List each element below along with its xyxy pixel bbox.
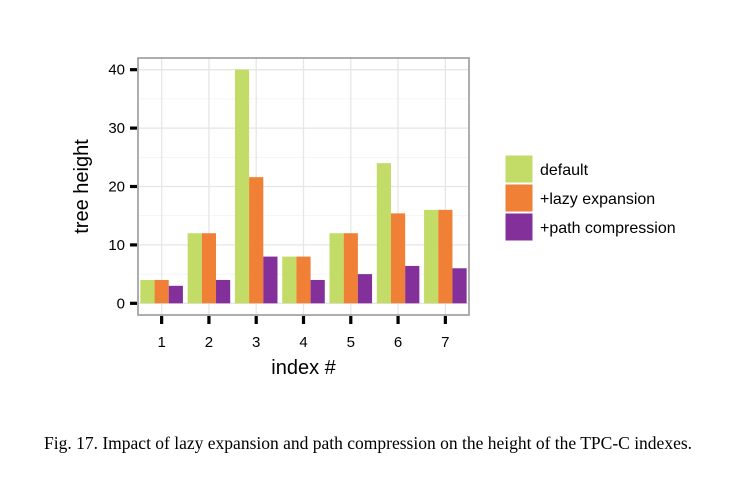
- bar: [187, 233, 202, 304]
- bar: [343, 233, 358, 304]
- x-tick-label: 5: [347, 334, 355, 351]
- bar: [405, 265, 420, 304]
- y-tick-label: 20: [108, 179, 125, 196]
- legend: default +lazy expansion +path compression: [504, 154, 676, 242]
- bar: [249, 177, 264, 304]
- bar: [140, 279, 155, 304]
- x-tick-label: 1: [157, 334, 165, 351]
- y-tick-label: 30: [108, 120, 125, 137]
- x-tick-label: 7: [441, 334, 449, 351]
- bar: [234, 69, 250, 304]
- bar: [154, 279, 169, 304]
- bar: [310, 279, 325, 304]
- legend-label: default: [540, 162, 589, 179]
- legend-label: +lazy expansion: [540, 191, 655, 208]
- bar: [168, 285, 183, 304]
- x-tick-label: 3: [252, 334, 260, 351]
- bar-chart: 0 10 20 30 40 1 2 3 4 5 6 7 index # tree height def…: [71, 57, 676, 379]
- x-axis-title: index #: [271, 357, 336, 379]
- bar: [438, 209, 453, 304]
- bar: [376, 163, 391, 304]
- bar: [216, 279, 231, 304]
- bar: [296, 256, 311, 304]
- bar: [329, 233, 344, 304]
- y-axis-title: tree height: [71, 139, 93, 234]
- x-tick-label: 2: [205, 334, 213, 351]
- legend-key: [504, 212, 534, 242]
- bar: [452, 268, 467, 304]
- bar: [424, 209, 439, 304]
- x-tick-label: 4: [299, 334, 307, 351]
- bar: [263, 256, 278, 304]
- x-tick-label: 6: [394, 334, 402, 351]
- bar: [357, 274, 373, 304]
- y-tick-label: 40: [108, 62, 125, 79]
- y-tick-label: 10: [108, 237, 125, 254]
- bar: [201, 233, 217, 304]
- bars-layer: [140, 69, 467, 304]
- legend-label: +path compression: [540, 220, 676, 237]
- plot-panel-border: [137, 57, 470, 316]
- bar: [282, 256, 297, 304]
- bar: [390, 213, 406, 304]
- figure-caption: Fig. 17. Impact of lazy expansion and pa…: [44, 433, 693, 453]
- axis-layer: 0 10 20 30 40 1 2 3 4 5 6 7: [108, 62, 449, 351]
- legend-key: [504, 154, 534, 184]
- y-tick-label: 0: [117, 295, 125, 312]
- legend-key: [504, 183, 534, 213]
